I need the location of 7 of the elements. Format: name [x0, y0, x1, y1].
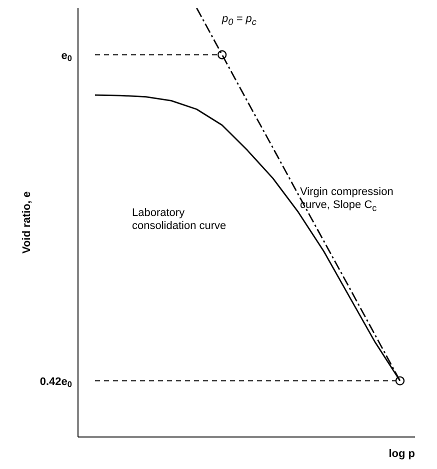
- y-axis-title: Void ratio, e: [21, 191, 33, 254]
- ref-line-label: 0.42e$_{0}$: [40, 376, 72, 390]
- x-axis-title: log p: [388, 448, 416, 460]
- annotation: Virgin compression curve, Slope C$_{c}$: [300, 186, 394, 216]
- ref-line-label: e$_{0}$: [61, 50, 72, 64]
- annotation: Laboratory consolidation curve: [132, 207, 228, 233]
- annotation: p$_{0}$ = p$_{c}$: [222, 13, 258, 30]
